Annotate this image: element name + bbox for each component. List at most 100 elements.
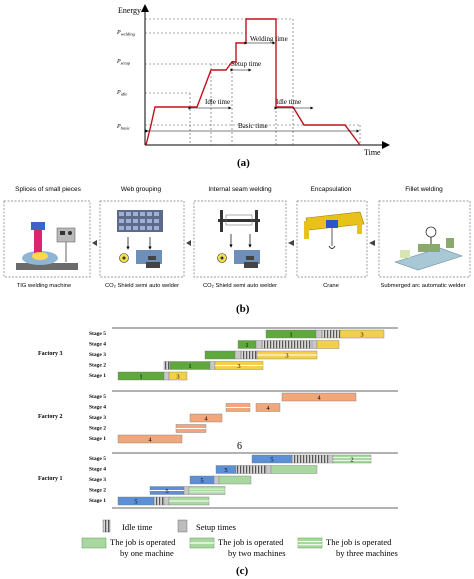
job-label: 5 xyxy=(134,499,137,506)
legend-two-machines-line1: The job is operated xyxy=(218,537,284,547)
stage-label: Stage 4 xyxy=(89,342,106,348)
p-setup-label: Psetup xyxy=(116,59,131,66)
schedule-bar xyxy=(213,475,220,485)
schedule-bar xyxy=(311,340,318,349)
stage-title-splices: Splices of small pieces xyxy=(15,186,81,193)
factory-label: Factory 2 xyxy=(38,414,63,420)
stage-label: Stage 5 xyxy=(89,394,106,400)
schedule-bar xyxy=(255,340,263,349)
schedule-bar xyxy=(270,465,318,474)
internal-seam-illustration xyxy=(217,210,260,268)
p-idle-label: Pidle xyxy=(116,90,127,97)
schedule-bar xyxy=(339,329,385,339)
schedule-bar xyxy=(163,371,170,381)
schedule-bar xyxy=(315,329,323,339)
legend-setup-label: Setup times xyxy=(196,522,236,532)
tig-machine-illustration xyxy=(16,222,78,270)
job-label: 4 xyxy=(266,405,270,412)
schedule-bar xyxy=(163,361,171,370)
idle-time-left-label: Idle time xyxy=(205,98,230,106)
caption-a: (a) xyxy=(237,157,250,169)
annotations: Welding time Setup time Idle time Idle t… xyxy=(145,35,360,133)
job-label: 4 xyxy=(204,416,208,423)
stage-label: Stage 1 xyxy=(89,498,106,504)
p-welding-label: Pwelding xyxy=(116,30,136,37)
schedule-bar xyxy=(265,465,272,474)
schedule-bar xyxy=(204,350,236,360)
legend-idle-label: Idle time xyxy=(122,522,153,532)
schedule-bar xyxy=(218,475,252,485)
schedule-bar xyxy=(117,434,183,444)
schedule-bar xyxy=(189,413,223,423)
crane-illustration xyxy=(304,211,365,249)
schedule-bar xyxy=(255,403,281,412)
schedule-bar xyxy=(332,454,372,464)
legend-one-machine-line1: The job is operated xyxy=(110,537,176,547)
schedule-bar xyxy=(234,350,242,360)
schedule-bar xyxy=(240,350,258,360)
job-label: 3 xyxy=(360,332,363,339)
schedule-bar xyxy=(183,486,190,495)
job-label: 3 xyxy=(176,374,179,381)
machine-captions: TIG welding machine CO₂ Shield semi auto… xyxy=(17,283,466,289)
caption-c: (c) xyxy=(236,565,249,577)
stage-label: Stage 5 xyxy=(89,331,106,337)
schedule-bar xyxy=(321,329,341,339)
web-grouping-illustration xyxy=(117,210,163,268)
y-axis-label: Energy xyxy=(118,6,141,15)
stage-label: Stage 2 xyxy=(89,488,106,494)
schedule-bar xyxy=(327,454,334,464)
legend-three-machines-swatch xyxy=(297,537,323,549)
job-label: 5 xyxy=(270,457,273,464)
stage-title-web-grouping: Web grouping xyxy=(121,186,162,193)
job-label: 4 xyxy=(317,395,321,402)
job-label: 5 xyxy=(165,488,168,495)
caption-b: (b) xyxy=(236,303,250,315)
schedule-bar xyxy=(153,496,165,506)
stage-label: Stage 3 xyxy=(89,352,106,358)
job-label: 1 xyxy=(289,332,292,339)
legend-two-machines-swatch xyxy=(189,537,215,549)
machine-caption-saw: Submerged arc automatic welder xyxy=(380,283,465,289)
stage-boxes xyxy=(3,200,471,278)
welding-time-label: Welding time xyxy=(250,35,288,43)
schedule-bar xyxy=(235,465,267,474)
power-level-labels: Pwelding Psetup Pidle Pbasic xyxy=(116,30,136,131)
stage-titles: Splices of small pieces Web grouping Int… xyxy=(15,186,443,193)
job-label: 2 xyxy=(350,457,353,464)
job-label: 3 xyxy=(237,363,240,370)
setup-time-label: Setup time xyxy=(231,60,261,68)
submerged-arc-illustration xyxy=(394,226,463,271)
legend-three-machines-line2: by three machines xyxy=(336,548,398,558)
job-label: 1 xyxy=(188,363,191,370)
stage-label: Stage 1 xyxy=(89,436,106,442)
job-label: 5 xyxy=(200,478,203,485)
legend-idle-swatch xyxy=(102,519,111,533)
schedule-bar xyxy=(281,392,357,402)
factory-label: Factory 1 xyxy=(38,476,63,482)
stage-title-encapsulation: Encapsulation xyxy=(311,186,352,193)
job-label: 5 xyxy=(224,467,227,474)
idle-time-right-label: Idle time xyxy=(276,98,301,106)
schedule-bar xyxy=(291,454,329,464)
panel-b-process-flow: Splices of small pieces Web grouping Int… xyxy=(3,186,471,315)
stage-label: Stage 4 xyxy=(89,405,106,411)
p-basic-label: Pbasic xyxy=(116,124,130,131)
job-label: 1 xyxy=(245,342,248,349)
stage-label: Stage 1 xyxy=(89,373,106,379)
stray-label: 6 xyxy=(237,441,242,452)
stage-label: Stage 3 xyxy=(89,415,106,421)
factory-label: Factory 3 xyxy=(38,351,63,357)
stage-label: Stage 2 xyxy=(89,426,106,432)
schedule-bar xyxy=(209,361,216,370)
stage-label: Stage 4 xyxy=(89,467,106,473)
stage-label: Stage 5 xyxy=(89,456,106,462)
legend-one-machine-swatch xyxy=(81,537,107,549)
legend-two-machines-line2: by two machines xyxy=(228,548,286,558)
stage-label: Stage 3 xyxy=(89,477,106,483)
machine-caption-crane: Crane xyxy=(323,283,339,289)
job-label: 3 xyxy=(285,353,288,360)
schedule-bar xyxy=(273,340,293,349)
schedule-bar xyxy=(168,371,188,381)
